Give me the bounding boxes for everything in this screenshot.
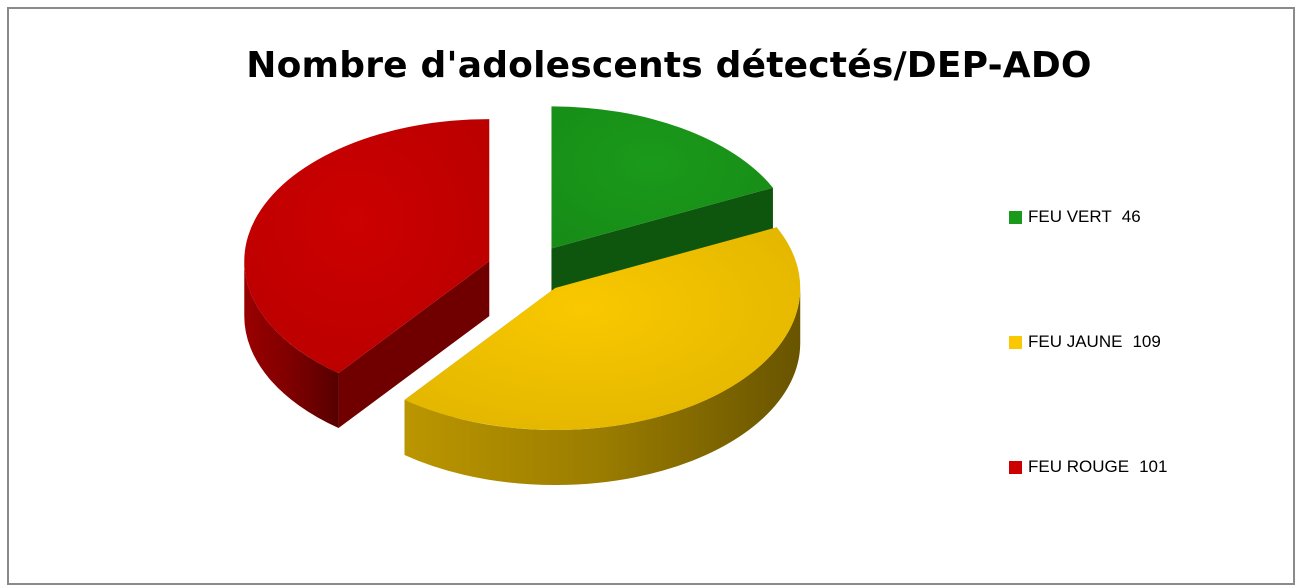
pie-slice-rim-jaune [404,288,801,486]
legend-item-jaune: FEU JAUNE 109 [1009,332,1161,352]
legend-value-jaune: 109 [1132,332,1161,351]
pie-slice-rouge [244,119,490,429]
chart-title: Nombre d'adolescents détectés/DEP-ADO [246,45,1092,86]
pie-slice-top-jaune [404,227,801,431]
legend-label-jaune: FEU JAUNE [1028,332,1123,351]
legend-label-vert: FEU VERT [1028,207,1112,226]
chart-frame: Nombre d'adolescents détectés/DEP-ADO FE… [7,7,1295,585]
pie-slice-wall-rouge-start [338,261,490,429]
legend-value-rouge: 101 [1139,457,1168,476]
legend-item-rouge: FEU ROUGE 101 [1009,457,1167,477]
pie-chart [244,106,801,486]
legend-label-rouge: FEU ROUGE [1028,457,1130,476]
pie-slice-top-rouge [244,119,490,374]
pie-slice-top-vert [551,106,773,249]
legend-swatch-jaune [1009,335,1022,349]
legend-swatch-vert [1009,210,1022,224]
legend-item-vert: FEU VERT 46 [1009,207,1141,227]
pie-slice-jaune [404,227,801,486]
legend-swatch-rouge [1009,460,1022,474]
pie-slice-rim-rouge [244,261,339,429]
legend-value-vert: 46 [1121,207,1141,226]
